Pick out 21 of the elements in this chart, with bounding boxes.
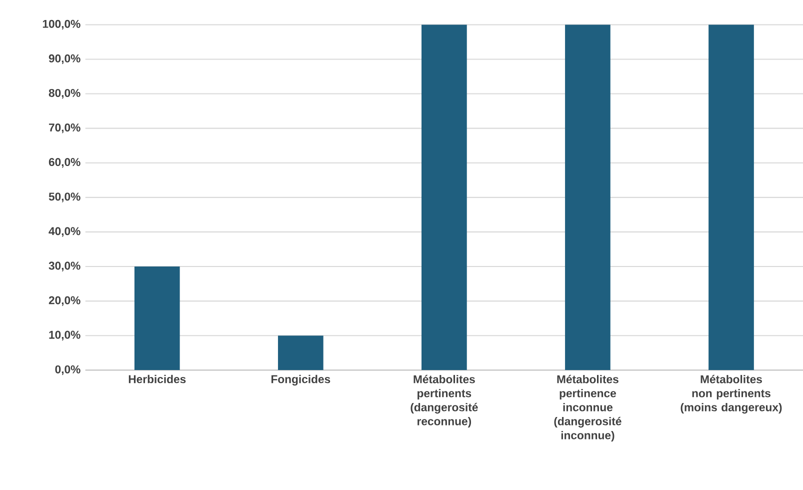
bar bbox=[134, 266, 180, 370]
x-tick-label: Fongicides bbox=[271, 374, 330, 386]
bar bbox=[278, 336, 324, 370]
y-tick-label: 20,0% bbox=[48, 296, 80, 306]
bar bbox=[422, 24, 467, 370]
y-tick-label: 60,0% bbox=[48, 158, 80, 168]
y-tick-label: 90,0% bbox=[48, 54, 80, 64]
y-tick-label: 70,0% bbox=[48, 123, 80, 134]
x-tick-label: Métabolites non pertinents (moins dangereux) bbox=[680, 374, 782, 414]
bar bbox=[565, 24, 610, 370]
y-tick-label: 30,0% bbox=[48, 262, 80, 272]
y-tick-label: 50,0% bbox=[48, 192, 80, 202]
y-tick-label: 80,0% bbox=[48, 88, 80, 99]
bar bbox=[708, 24, 754, 370]
x-tick-label: Métabolites pertinents (dangerosité reconnue) bbox=[410, 374, 478, 428]
y-tick-label: 0,0% bbox=[55, 365, 80, 375]
x-tick-label: Métabolites pertinence inconnue (dangerosité inconnue) bbox=[554, 374, 622, 442]
y-tick-label: 10,0% bbox=[49, 330, 80, 340]
y-tick-label: 100,0% bbox=[42, 20, 80, 30]
y-tick-label: 40,0% bbox=[48, 227, 80, 237]
x-tick-label: Herbicides bbox=[128, 374, 186, 384]
